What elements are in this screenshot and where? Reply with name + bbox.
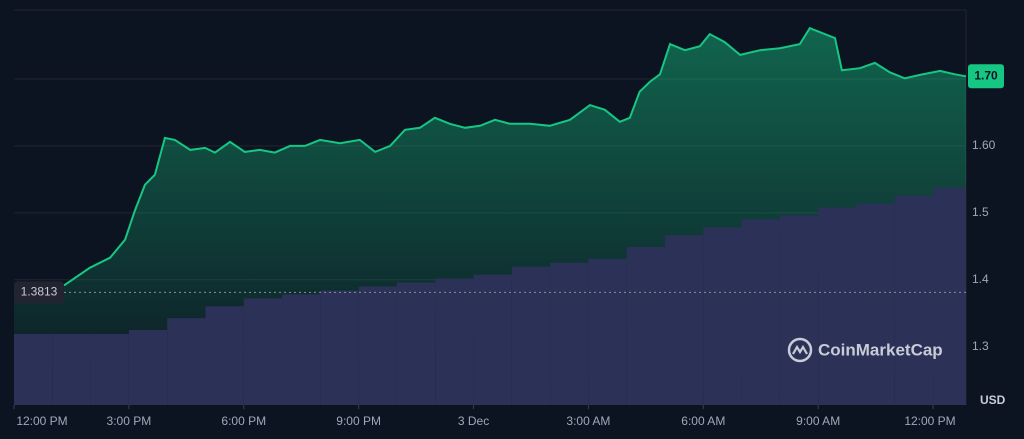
volume-bar <box>818 207 857 405</box>
x-tick-label: 12:00 PM <box>904 414 955 428</box>
volume-bar <box>128 329 168 405</box>
volume-bar <box>779 215 819 405</box>
watermark-logo <box>787 337 813 363</box>
x-tick-label: 9:00 AM <box>796 414 840 428</box>
x-tick-label: 6:00 PM <box>221 414 266 428</box>
price-line <box>13 26 967 293</box>
reference-label: 1.3813 <box>21 284 58 298</box>
x-tick-label: 9:00 PM <box>336 414 381 428</box>
volume-bar <box>243 298 283 405</box>
volume-bar <box>856 203 895 405</box>
watermark-text: CoinMarketCap <box>818 340 943 359</box>
volume-bar <box>626 247 666 405</box>
x-tick-label: 3:00 AM <box>566 414 610 428</box>
y-tick-label: 1.4 <box>972 272 989 286</box>
volume-bar <box>320 290 359 405</box>
volume-bar <box>167 318 206 405</box>
volume-bar <box>14 333 53 405</box>
volume-bar <box>933 187 966 405</box>
volume-bar <box>665 235 704 405</box>
x-tick-label: 3 Dec <box>458 414 489 428</box>
last-price-badge <box>968 64 1004 89</box>
x-tick-label: 12:00 PM <box>16 414 67 428</box>
watermark-logo-mark <box>792 344 808 355</box>
x-tick-label: 3:00 PM <box>107 414 152 428</box>
volume-bar <box>550 262 589 405</box>
watermark: CoinMarketCap <box>787 337 943 363</box>
volume-bar <box>511 266 551 405</box>
last-price-label: 1.70 <box>974 68 998 82</box>
y-tick-label: 1.60 <box>972 138 996 152</box>
y-tick-label: 1.3 <box>972 339 989 353</box>
volume-bar <box>473 274 512 405</box>
y-tick-label: 1.5 <box>972 205 989 219</box>
volume-bar <box>894 195 934 405</box>
volume-bar <box>358 286 397 405</box>
currency-label: USD <box>980 393 1006 407</box>
volume-bar <box>588 258 627 405</box>
volume-bar <box>435 278 474 405</box>
volume-bar <box>52 333 91 405</box>
volume-bar <box>741 219 780 405</box>
volume-bar <box>396 282 436 405</box>
volume-bar <box>90 333 129 405</box>
reference-badge <box>14 281 64 304</box>
volume-bar <box>282 294 321 405</box>
volume-bar <box>703 227 742 405</box>
volume-bar <box>205 306 244 405</box>
x-tick-label: 6:00 AM <box>681 414 725 428</box>
